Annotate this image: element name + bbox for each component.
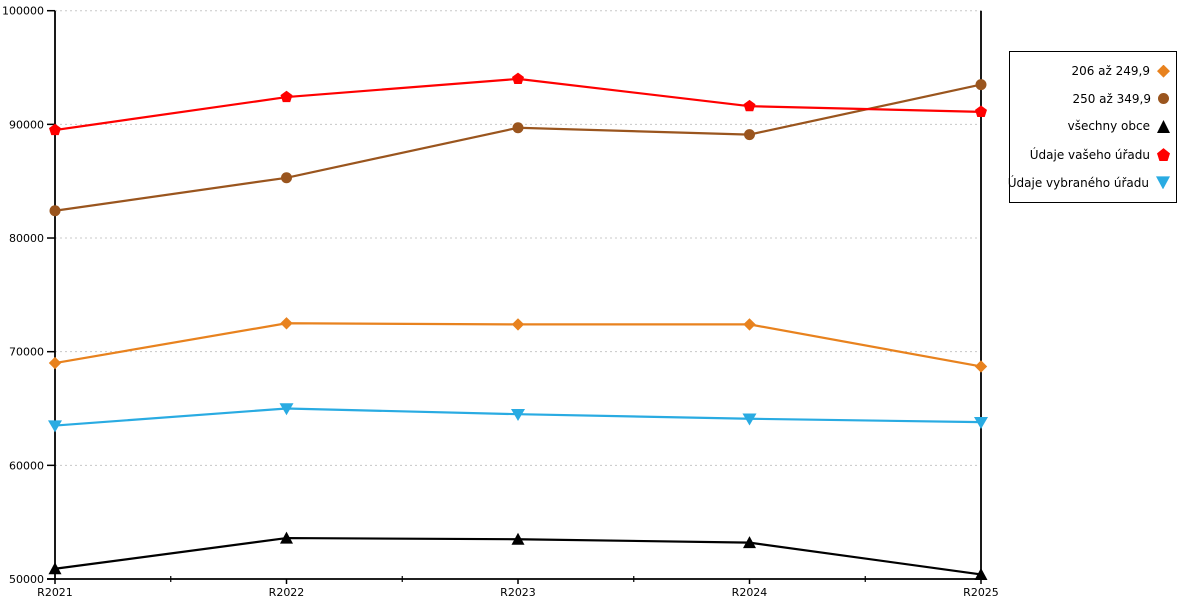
y-tick-label: 100000 [2, 5, 44, 18]
data-point-marker [743, 318, 756, 331]
data-point-marker [48, 420, 62, 433]
data-point-marker [281, 172, 292, 184]
legend-item-label: Údaje vašeho úřadu [1029, 147, 1150, 162]
legend-item-label: 250 až 349,9 [1072, 91, 1151, 106]
circle-marker-icon [1158, 93, 1169, 105]
data-point-marker [512, 122, 524, 134]
y-tick-label: 90000 [9, 118, 44, 131]
data-point-marker [743, 99, 756, 112]
y-tick-label: 50000 [9, 573, 44, 586]
chart-canvas: 50000 60000 70000 80000 90000 100000 R2021 R202… [2, 5, 999, 599]
data-point-marker [48, 562, 62, 575]
triangle-down-marker-icon [1156, 176, 1170, 190]
legend-item-label: 206 až 249,9 [1071, 64, 1150, 79]
data-point-marker [49, 123, 61, 136]
data-point-marker [975, 79, 987, 91]
data-point-marker [512, 72, 524, 84]
data-point-marker [744, 129, 755, 141]
data-point-marker [48, 356, 62, 370]
x-tick-label: R2024 [732, 586, 768, 599]
data-point-marker [974, 360, 988, 373]
legend-item-label: Údaje vybraného úřadu [1007, 175, 1149, 190]
data-point-marker [974, 416, 988, 429]
x-tick-label: R2025 [963, 586, 999, 599]
data-point-marker [511, 532, 525, 545]
legend-item: 250 až 349,9 [1016, 93, 1170, 105]
y-tick-label: 70000 [9, 346, 44, 359]
y-tick-label: 80000 [9, 232, 44, 245]
data-point-marker [279, 403, 294, 416]
x-tick-label: R2023 [500, 586, 536, 599]
diamond-marker-icon [1157, 64, 1170, 78]
pentagon-marker-icon [1157, 148, 1170, 162]
series-line-1 [54, 83, 982, 212]
data-point-marker [511, 408, 525, 421]
x-tick-label: R2021 [37, 586, 73, 599]
legend-item-label: všechny obce [1067, 119, 1150, 134]
legend-item: všechny obce [1016, 119, 1170, 134]
data-point-marker [975, 105, 987, 117]
data-point-marker [742, 413, 757, 426]
data-point-marker [280, 531, 293, 544]
legend-item: Údaje vašeho úřadu [1016, 147, 1170, 162]
chart-legend: 206 až 249,9 250 až 349,9 všechny obce Ú… [1008, 51, 1177, 203]
legend-item: 206 až 249,9 [1016, 64, 1170, 79]
y-tick-label: 60000 [9, 459, 44, 472]
data-point-marker [511, 318, 525, 331]
legend-item: Údaje vybraného úřadu [1008, 176, 1170, 190]
data-point-marker [280, 317, 293, 330]
x-tick-label: R2022 [269, 586, 305, 599]
data-point-marker [280, 90, 293, 103]
triangle-up-marker-icon [1157, 119, 1170, 133]
data-point-marker [743, 536, 756, 549]
data-point-marker [49, 205, 61, 217]
data-point-marker [974, 567, 988, 580]
